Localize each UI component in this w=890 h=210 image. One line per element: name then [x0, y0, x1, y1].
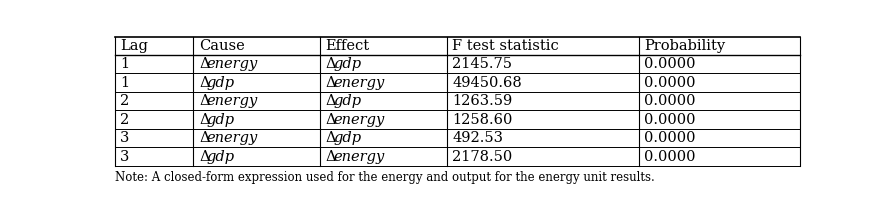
- Text: Δ: Δ: [326, 76, 336, 90]
- Text: 2145.75: 2145.75: [452, 57, 513, 71]
- Text: 2178.50: 2178.50: [452, 150, 513, 164]
- Text: Δ: Δ: [326, 113, 336, 127]
- Text: Δ: Δ: [199, 57, 210, 71]
- Text: Δ: Δ: [199, 94, 210, 108]
- Text: 3: 3: [120, 150, 130, 164]
- Text: energy: energy: [333, 76, 384, 90]
- Text: 0.0000: 0.0000: [644, 94, 696, 108]
- Text: energy: energy: [206, 57, 258, 71]
- Text: 49450.68: 49450.68: [452, 76, 522, 90]
- Text: gdp: gdp: [206, 113, 235, 127]
- Text: Δ: Δ: [326, 57, 336, 71]
- Text: 0.0000: 0.0000: [644, 113, 696, 127]
- Text: Lag: Lag: [120, 39, 148, 53]
- Text: 492.53: 492.53: [452, 131, 504, 145]
- Text: gdp: gdp: [333, 57, 361, 71]
- Text: Probability: Probability: [644, 39, 725, 53]
- Text: energy: energy: [333, 150, 384, 164]
- Text: 1258.60: 1258.60: [452, 113, 513, 127]
- Text: gdp: gdp: [206, 150, 235, 164]
- Text: Δ: Δ: [199, 113, 210, 127]
- Text: Δ: Δ: [199, 150, 210, 164]
- Text: Cause: Cause: [199, 39, 245, 53]
- Text: gdp: gdp: [333, 131, 361, 145]
- Text: gdp: gdp: [333, 94, 361, 108]
- Text: Δ: Δ: [326, 150, 336, 164]
- Text: Δ: Δ: [199, 131, 210, 145]
- Text: 3: 3: [120, 131, 130, 145]
- Text: 0.0000: 0.0000: [644, 76, 696, 90]
- Text: 2: 2: [120, 113, 129, 127]
- Text: energy: energy: [206, 94, 258, 108]
- Text: Effect: Effect: [326, 39, 370, 53]
- Text: 1263.59: 1263.59: [452, 94, 513, 108]
- Text: energy: energy: [206, 131, 258, 145]
- Text: energy: energy: [333, 113, 384, 127]
- Text: 1: 1: [120, 57, 129, 71]
- Text: 1: 1: [120, 76, 129, 90]
- Text: gdp: gdp: [206, 76, 235, 90]
- Text: 2: 2: [120, 94, 129, 108]
- Text: 0.0000: 0.0000: [644, 131, 696, 145]
- Text: 0.0000: 0.0000: [644, 150, 696, 164]
- Text: 0.0000: 0.0000: [644, 57, 696, 71]
- Text: F test statistic: F test statistic: [452, 39, 559, 53]
- Text: Δ: Δ: [326, 94, 336, 108]
- Text: Δ: Δ: [326, 131, 336, 145]
- Text: Note: A closed-form expression used for the energy and output for the energy uni: Note: A closed-form expression used for …: [115, 171, 654, 184]
- Text: Δ: Δ: [199, 76, 210, 90]
